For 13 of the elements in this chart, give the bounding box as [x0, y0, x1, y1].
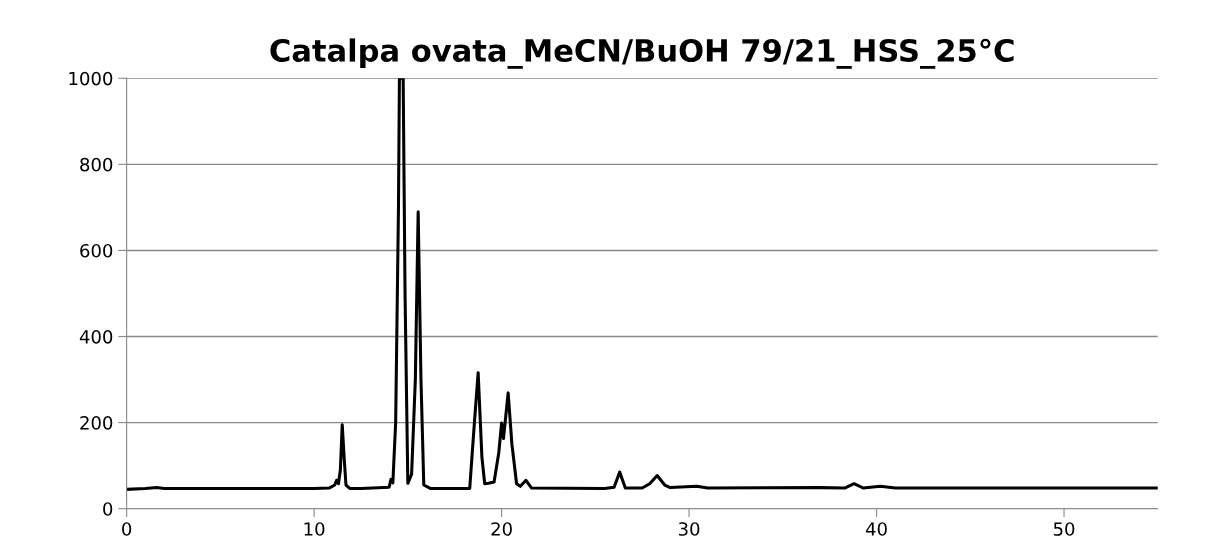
x-tick-label: 40 [865, 522, 887, 536]
x-tick-label: 20 [491, 522, 512, 536]
x-tick-label: 0 [122, 522, 132, 536]
y-tick-label: 200 [80, 416, 113, 430]
chart-title: Catalpa ovata_MeCN/BuOH 79/21_HSS_25°C [270, 38, 1014, 69]
y-tick-label: 0 [103, 502, 113, 516]
y-tick-label: 1000 [69, 71, 113, 86]
x-tick-label: 10 [304, 522, 325, 536]
y-tick-label: 800 [80, 157, 113, 172]
y-tick-label: 600 [80, 243, 113, 258]
y-tick-label: 400 [79, 329, 113, 344]
x-tick-label: 30 [678, 522, 700, 536]
x-tick-label: 50 [1053, 522, 1075, 536]
